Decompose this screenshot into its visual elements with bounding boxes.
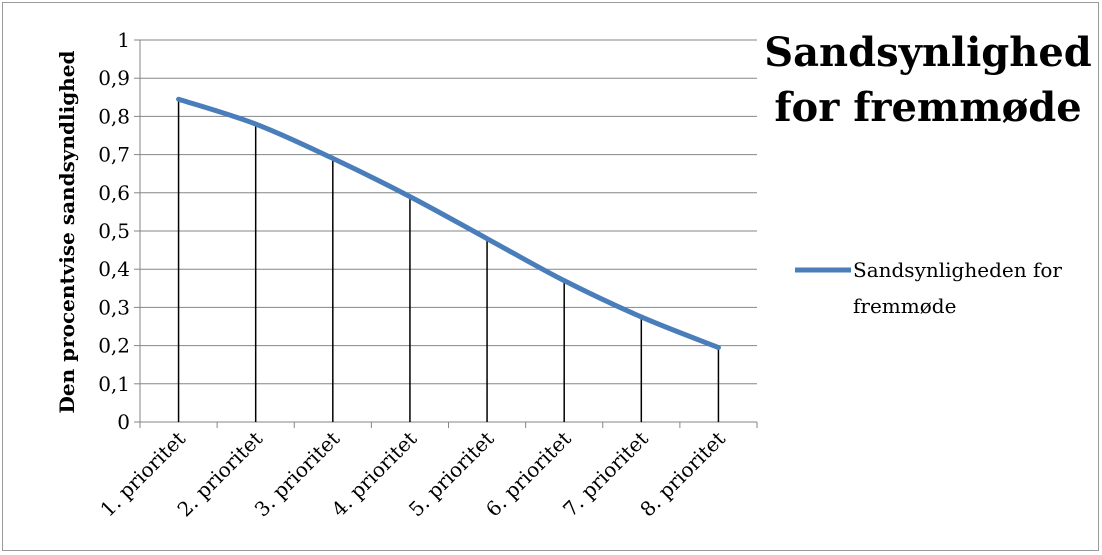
y-tick-label: 0,3: [98, 295, 130, 319]
y-tick-label: 0: [117, 410, 130, 434]
y-tick-label: 0,9: [98, 66, 130, 90]
y-tick-label: 0,2: [98, 334, 130, 358]
y-tick-label: 0,4: [98, 257, 130, 281]
legend-label-line-2: fremmøde: [853, 294, 956, 318]
legend: Sandsynligheden for fremmøde: [795, 258, 1062, 318]
gridlines: [134, 39, 758, 428]
y-tick-label: 0,1: [98, 372, 130, 396]
series-lines: [176, 96, 721, 351]
y-tick-label: 0,6: [98, 181, 130, 205]
y-tick-label: 1: [117, 28, 130, 52]
y-tick-labels: 0 0,1 0,2 0,3 0,4 0,5 0,6 0,7 0,8 0,9 1: [98, 28, 130, 434]
y-tick-label: 0,5: [98, 219, 130, 243]
chart-title-line-2: for fremmøde: [774, 84, 1081, 131]
y-tick-label: 0,7: [98, 143, 130, 167]
chart-title-line-1: Sandsynlighed: [764, 29, 1092, 76]
legend-label-line-1: Sandsynligheden for: [853, 258, 1062, 282]
series-line: [176, 96, 721, 351]
drop-lines: [177, 99, 720, 422]
y-tick-label: 0,8: [98, 104, 130, 128]
y-axis-label: Den procentvise sandsyndlighed: [55, 51, 79, 414]
